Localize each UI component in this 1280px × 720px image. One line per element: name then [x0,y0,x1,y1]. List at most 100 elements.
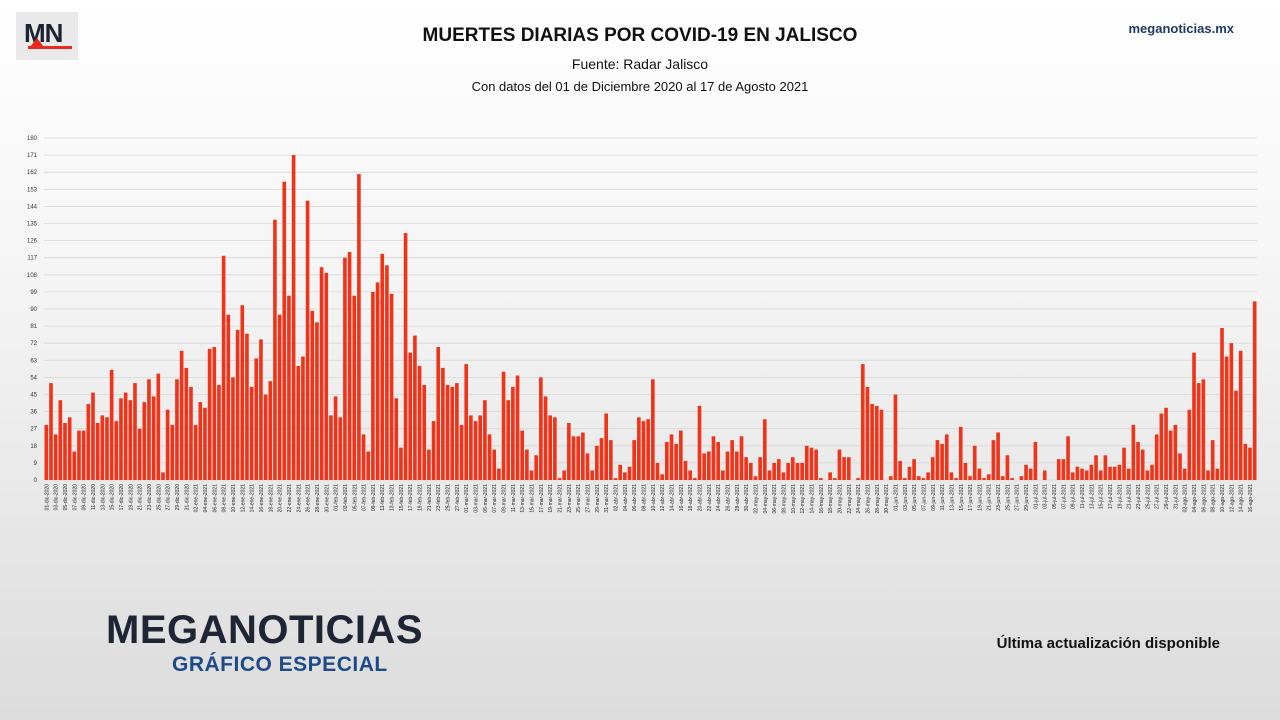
x-tick-label: 26-abr-2021 [725,484,731,511]
x-tick-label: 27-jul-2021 [1155,484,1161,509]
x-tick-label: 01-dic-2020 [44,484,50,511]
meganoticias-logo[interactable]: MN [16,12,78,60]
bar [669,434,674,480]
bar [660,474,664,480]
site-url[interactable]: meganoticias.mx [1128,21,1235,36]
bar [688,470,692,480]
bar [1234,390,1238,480]
bar [137,428,142,480]
x-tick-label: 06-may-2021 [772,484,778,514]
bar [557,478,562,480]
y-tick-label: 45 [30,393,37,399]
bar [408,352,413,480]
bar [44,424,49,480]
bar [380,253,385,480]
bar [1098,470,1103,480]
x-tick-label: 19-jul-2021 [1117,484,1123,509]
x-tick-label: 27-mar-2021 [586,484,592,513]
bar [543,396,548,480]
x-tick-label: 23-feb-2021 [436,484,442,511]
bar [1182,468,1187,480]
bar [1224,356,1229,480]
bar [571,436,576,480]
x-tick-label: 06-ene-2021 [212,484,218,513]
x-tick-label: 17-jul-2021 [1108,484,1114,509]
bar [1252,301,1257,480]
bar [1024,464,1028,480]
bar [893,394,898,480]
bar [119,398,123,480]
x-tick-label: 15-jun-2021 [959,484,965,511]
x-tick-label: 25-mar-2021 [576,484,582,513]
bar [1042,470,1047,480]
bar [553,417,557,480]
bar [963,462,968,480]
x-tick-label: 01-jun-2021 [893,484,899,511]
x-tick-label: 02-abr-2021 [614,484,620,511]
bar [1248,447,1252,480]
bar [441,367,445,480]
bar [1145,470,1150,480]
bar [123,392,128,480]
bar [548,415,553,480]
bar [483,400,487,480]
bar [641,421,646,480]
bar [1196,383,1201,480]
bar [1243,443,1248,480]
bar [711,436,716,480]
bar [1150,464,1154,480]
bar [501,371,506,480]
bar [310,310,315,480]
bar [184,367,189,480]
bar [95,423,100,480]
x-tick-label: 29-jun-2021 [1024,484,1030,511]
x-tick-label: 02-may-2021 [753,484,759,514]
bar [497,468,501,480]
bar [77,430,81,480]
y-tick-label: 27 [30,427,37,433]
x-tick-label: 14-ago-2021 [1239,484,1245,513]
bar [739,436,744,480]
bar [977,468,982,480]
x-tick-label: 25-feb-2021 [446,484,452,511]
x-tick-label: 04-ene-2021 [203,484,209,513]
bar [1094,455,1098,480]
bar [375,282,380,480]
bar [702,453,706,480]
x-tick-label: 04-ago-2021 [1192,484,1198,513]
x-tick-label: 11-dic-2020 [91,484,97,510]
x-tick-label: 11-feb-2021 [380,484,386,511]
x-tick-label: 17-mar-2021 [539,484,545,513]
bar [637,417,641,480]
y-tick-label: 126 [27,239,38,245]
bar [515,375,520,480]
bar [1066,436,1070,480]
bar-chart: 0 9 18 27 36 45 54 63 72 81 90 99 108 117 126 135 144 153… [27,136,1257,514]
bar [1131,424,1136,480]
bar [422,385,427,480]
bar [1112,466,1117,480]
bar [725,451,730,480]
bar [912,459,916,480]
bar [809,447,814,480]
bar [935,440,940,480]
bar [758,457,762,480]
x-tick-label: 02-ago-2021 [1183,484,1189,513]
bar [874,405,879,480]
bar [198,402,203,480]
bar [1154,434,1159,480]
x-tick-label: 20-ene-2021 [278,484,284,513]
bar [1136,442,1140,480]
bar [753,476,758,480]
bar [683,461,688,480]
bar [319,267,324,480]
bar [203,407,207,480]
bar [996,432,1000,480]
x-tick-label: 21-jun-2021 [987,484,993,511]
bar [212,347,217,480]
bar [1178,453,1182,480]
bar [772,462,776,480]
bar [888,476,893,480]
bar [539,377,543,480]
bar [147,379,151,480]
